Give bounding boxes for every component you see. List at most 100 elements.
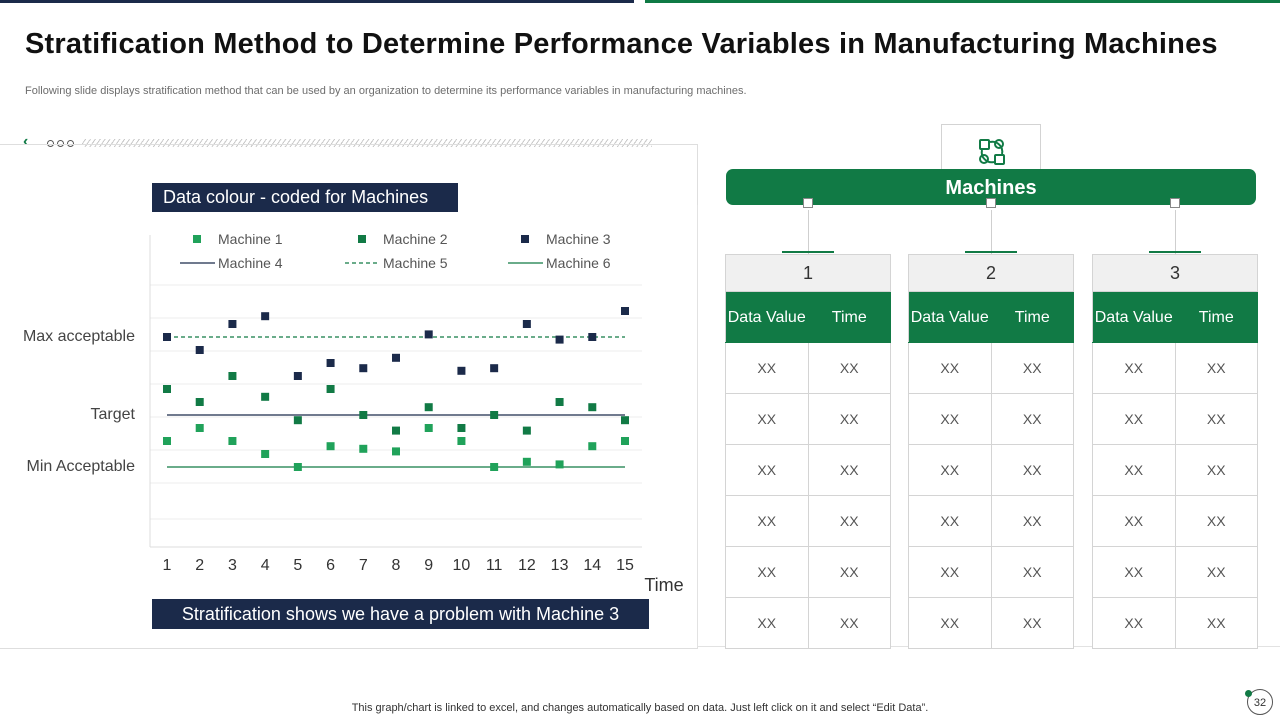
table-cell: XX	[1174, 495, 1258, 547]
table-row: XX XX	[908, 342, 1074, 394]
table-cell: XX	[990, 393, 1074, 445]
machine-table-3: 3 Data Value Time XX XX XX XX XX XX XX XX XX…	[1092, 254, 1258, 649]
connector-node	[1170, 198, 1180, 208]
col-header-data-value: Data Value	[725, 291, 809, 343]
table-cell: XX	[908, 393, 992, 445]
table-cell: XX	[1174, 393, 1258, 445]
y-reference-label: Min Acceptable	[26, 458, 135, 475]
table-row: XX XX	[908, 495, 1074, 547]
table-cell: XX	[807, 546, 891, 598]
table-row: XX XX	[1092, 393, 1258, 445]
table-row: XX XX	[725, 597, 891, 649]
table-cell: XX	[908, 597, 992, 649]
legend-box-label: Data colour - coded for Machines	[152, 183, 458, 212]
table-row: XX XX	[725, 393, 891, 445]
data-point-machine-1	[359, 444, 368, 453]
col-header-data-value: Data Value	[908, 291, 992, 343]
chevron-left-icon: ‹	[23, 133, 29, 150]
footer-note: This graph/chart is linked to excel, and…	[351, 702, 929, 714]
table-cell: XX	[1174, 597, 1258, 649]
x-tick-label: 11	[486, 557, 503, 574]
top-accent-bar-right	[645, 0, 1280, 3]
data-point-machine-2	[195, 398, 204, 406]
table-cell: XX	[807, 597, 891, 649]
table-cell: XX	[725, 444, 809, 496]
page-title: Stratification Method to Determine Perfo…	[25, 28, 1218, 60]
connector-accent	[1149, 251, 1201, 253]
table-cell: XX	[807, 444, 891, 496]
data-point-machine-2	[261, 392, 270, 401]
x-tick-label: 5	[293, 557, 302, 574]
x-tick-label: 10	[453, 557, 471, 574]
data-point-machine-2	[163, 385, 171, 393]
legend-label-machine-3: Machine 3	[546, 231, 611, 247]
data-point-machine-2	[424, 403, 433, 412]
table-cell: XX	[1174, 546, 1258, 598]
dots-decoration	[47, 140, 74, 147]
data-point-machine-1	[555, 460, 564, 469]
table-row: XX XX	[1092, 495, 1258, 547]
legend-label-machine-4: Machine 4	[218, 255, 283, 271]
legend-label-machine-6: Machine 6	[546, 255, 611, 271]
data-point-machine-2	[555, 398, 564, 406]
data-point-machine-1	[522, 457, 531, 466]
connector-line	[1175, 210, 1176, 254]
data-point-machine-2	[392, 426, 400, 435]
legend-marker-machine-2	[358, 235, 366, 243]
data-point-machine-3	[424, 330, 433, 339]
x-axis-title: Time	[644, 575, 683, 595]
data-point-machine-3	[555, 335, 564, 344]
data-point-machine-1	[490, 463, 499, 471]
legend-label-machine-1: Machine 1	[218, 231, 283, 247]
data-point-machine-2	[522, 426, 531, 435]
data-point-machine-2	[326, 385, 335, 393]
table-cell: XX	[990, 597, 1074, 649]
data-point-machine-3	[457, 366, 466, 375]
table-row: XX XX	[725, 495, 891, 547]
machine-table-1: 1 Data Value Time XX XX XX XX XX XX XX XX XX…	[725, 254, 891, 649]
table-cell: XX	[1092, 597, 1176, 649]
table-cell: XX	[725, 393, 809, 445]
connector-line	[808, 210, 809, 254]
table-cell: XX	[1092, 342, 1176, 394]
table-cell: XX	[908, 342, 992, 394]
data-point-machine-3	[195, 346, 204, 354]
y-reference-label: Target	[91, 406, 136, 423]
x-tick-label: 14	[583, 557, 601, 574]
connector-accent	[782, 251, 834, 253]
table-row: XX XX	[908, 546, 1074, 598]
data-point-machine-2	[588, 403, 597, 412]
page-subtitle: Following slide displays stratification …	[25, 85, 747, 97]
machine-number: 1	[725, 254, 891, 292]
data-point-machine-1	[195, 424, 204, 432]
table-cell: XX	[1092, 444, 1176, 496]
connector-node	[803, 198, 813, 208]
data-point-machine-1	[588, 442, 597, 451]
connector-line	[991, 210, 992, 254]
table-cell: XX	[908, 444, 992, 496]
data-point-machine-3	[359, 364, 368, 373]
data-point-machine-3	[293, 372, 302, 380]
data-point-machine-3	[261, 312, 270, 321]
gear-chip-icon	[979, 139, 1005, 165]
table-cell: XX	[990, 546, 1074, 598]
col-header-time: Time	[990, 291, 1074, 343]
x-tick-label: 15	[616, 557, 634, 574]
table-row: XX XX	[908, 393, 1074, 445]
connector-node	[986, 198, 996, 208]
table-cell: XX	[1092, 393, 1176, 445]
table-cell: XX	[908, 546, 992, 598]
y-reference-label: Max acceptable	[23, 328, 135, 345]
table-cell: XX	[725, 495, 809, 547]
x-tick-label: 1	[163, 557, 172, 574]
data-point-machine-2	[457, 424, 466, 432]
data-point-machine-1	[424, 424, 433, 432]
table-cell: XX	[1174, 342, 1258, 394]
table-cell: XX	[990, 444, 1074, 496]
data-point-machine-1	[326, 442, 335, 451]
x-tick-label: 3	[228, 557, 237, 574]
data-point-machine-3	[392, 353, 400, 362]
x-tick-label: 12	[518, 557, 536, 574]
table-cell: XX	[807, 342, 891, 394]
table-cell: XX	[725, 342, 809, 394]
